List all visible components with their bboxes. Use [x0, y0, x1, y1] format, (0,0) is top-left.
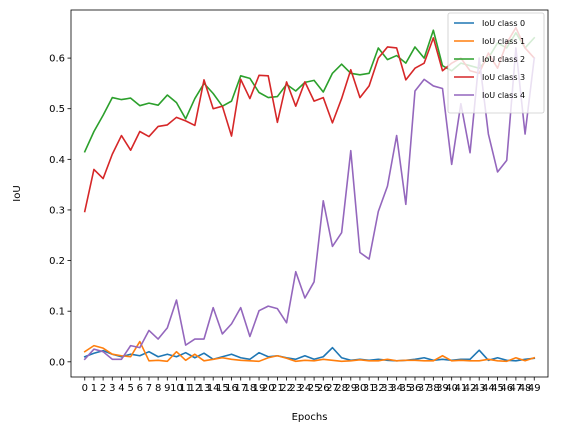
y-axis-label: IoU	[12, 185, 23, 201]
x-tick-label: 15	[216, 383, 229, 394]
x-tick-label: 29	[344, 383, 357, 394]
x-tick-label: 36	[409, 383, 422, 394]
x-tick-label: 42	[464, 383, 477, 394]
x-tick-label: 37	[418, 383, 431, 394]
legend-entry-3: IoU class 3	[482, 73, 525, 82]
x-tick-label: 32	[372, 383, 385, 394]
x-tick-label: 18	[244, 383, 257, 394]
series-line-4	[83, 47, 536, 361]
x-tick-label: 8	[155, 383, 161, 394]
x-tick-label: 39	[436, 383, 449, 394]
x-tick-label: 6	[137, 383, 143, 394]
x-tick-label: 9	[164, 383, 170, 394]
x-tick-label: 12	[188, 383, 201, 394]
x-tick-label: 4	[118, 383, 124, 394]
x-tick-label: 43	[473, 383, 486, 394]
x-tick-label: 47	[510, 383, 523, 394]
legend-entry-4: IoU class 4	[482, 91, 525, 100]
series-line-1	[83, 340, 536, 363]
x-tick-label: 17	[234, 383, 247, 394]
legend-entry-1: IoU class 1	[482, 37, 525, 46]
y-tick-label: 0.5	[49, 104, 65, 115]
x-tick-label: 26	[317, 383, 330, 394]
y-tick-label: 0.4	[49, 155, 65, 166]
x-tick-label: 35	[399, 383, 412, 394]
x-tick-label: 30	[354, 383, 367, 394]
x-tick-label: 1	[91, 383, 97, 394]
x-tick-label: 22	[280, 383, 293, 394]
x-tick-label: 41	[454, 383, 467, 394]
plot-frame	[70, 9, 549, 378]
legend-box	[447, 12, 545, 114]
x-tick-label: 3	[109, 383, 115, 394]
legend: IoU class 0 IoU class 1 IoU class 2 IoU cla…	[447, 12, 545, 114]
x-axis-label: Epochs	[292, 412, 328, 423]
x-tick-label: 28	[335, 383, 348, 394]
x-tick-label: 24	[299, 383, 312, 394]
x-tick-label: 46	[500, 383, 513, 394]
y-tick-label: 0.2	[49, 256, 65, 267]
x-tick-label: 31	[363, 383, 376, 394]
x-tick-label: 2	[100, 383, 106, 394]
x-tick-label: 40	[445, 383, 458, 394]
x-tick-label: 10	[170, 383, 183, 394]
x-tick-label: 19	[253, 383, 266, 394]
x-tick-label: 11	[179, 383, 192, 394]
x-tick-label: 0	[82, 383, 88, 394]
x-tick-label: 38	[427, 383, 440, 394]
legend-entry-0: IoU class 0	[482, 19, 525, 28]
x-tick-label: 14	[207, 383, 220, 394]
x-tick-label: 34	[390, 383, 403, 394]
x-tick-label: 27	[326, 383, 339, 394]
y-tick-label: 0.1	[49, 307, 65, 318]
legend-entry-2: IoU class 2	[482, 55, 525, 64]
x-tick-label: 23	[289, 383, 302, 394]
y-tick-label: 0.0	[49, 357, 65, 368]
series-line-0	[83, 346, 536, 362]
x-tick-label: 44	[482, 383, 495, 394]
x-tick-label: 49	[528, 383, 541, 394]
y-axis: 0.0 0.1 0.2 0.3 0.4 0.5 0.6	[49, 54, 71, 368]
y-tick-label: 0.3	[49, 205, 65, 216]
x-tick-label: 16	[225, 383, 238, 394]
x-tick-label: 20	[262, 383, 275, 394]
x-tick-label: 33	[381, 383, 394, 394]
x-tick-label: 48	[519, 383, 532, 394]
x-tick-label: 5	[127, 383, 133, 394]
x-tick-label: 45	[491, 383, 504, 394]
y-tick-label: 0.6	[49, 54, 65, 65]
x-tick-label: 7	[146, 383, 152, 394]
x-tick-label: 25	[308, 383, 321, 394]
x-tick-label: 13	[198, 383, 211, 394]
x-axis: 0 1 2 3 4 5 6 7 8 9 101112131415161718192021222324…	[82, 377, 541, 394]
x-tick-label: 21	[271, 383, 284, 394]
